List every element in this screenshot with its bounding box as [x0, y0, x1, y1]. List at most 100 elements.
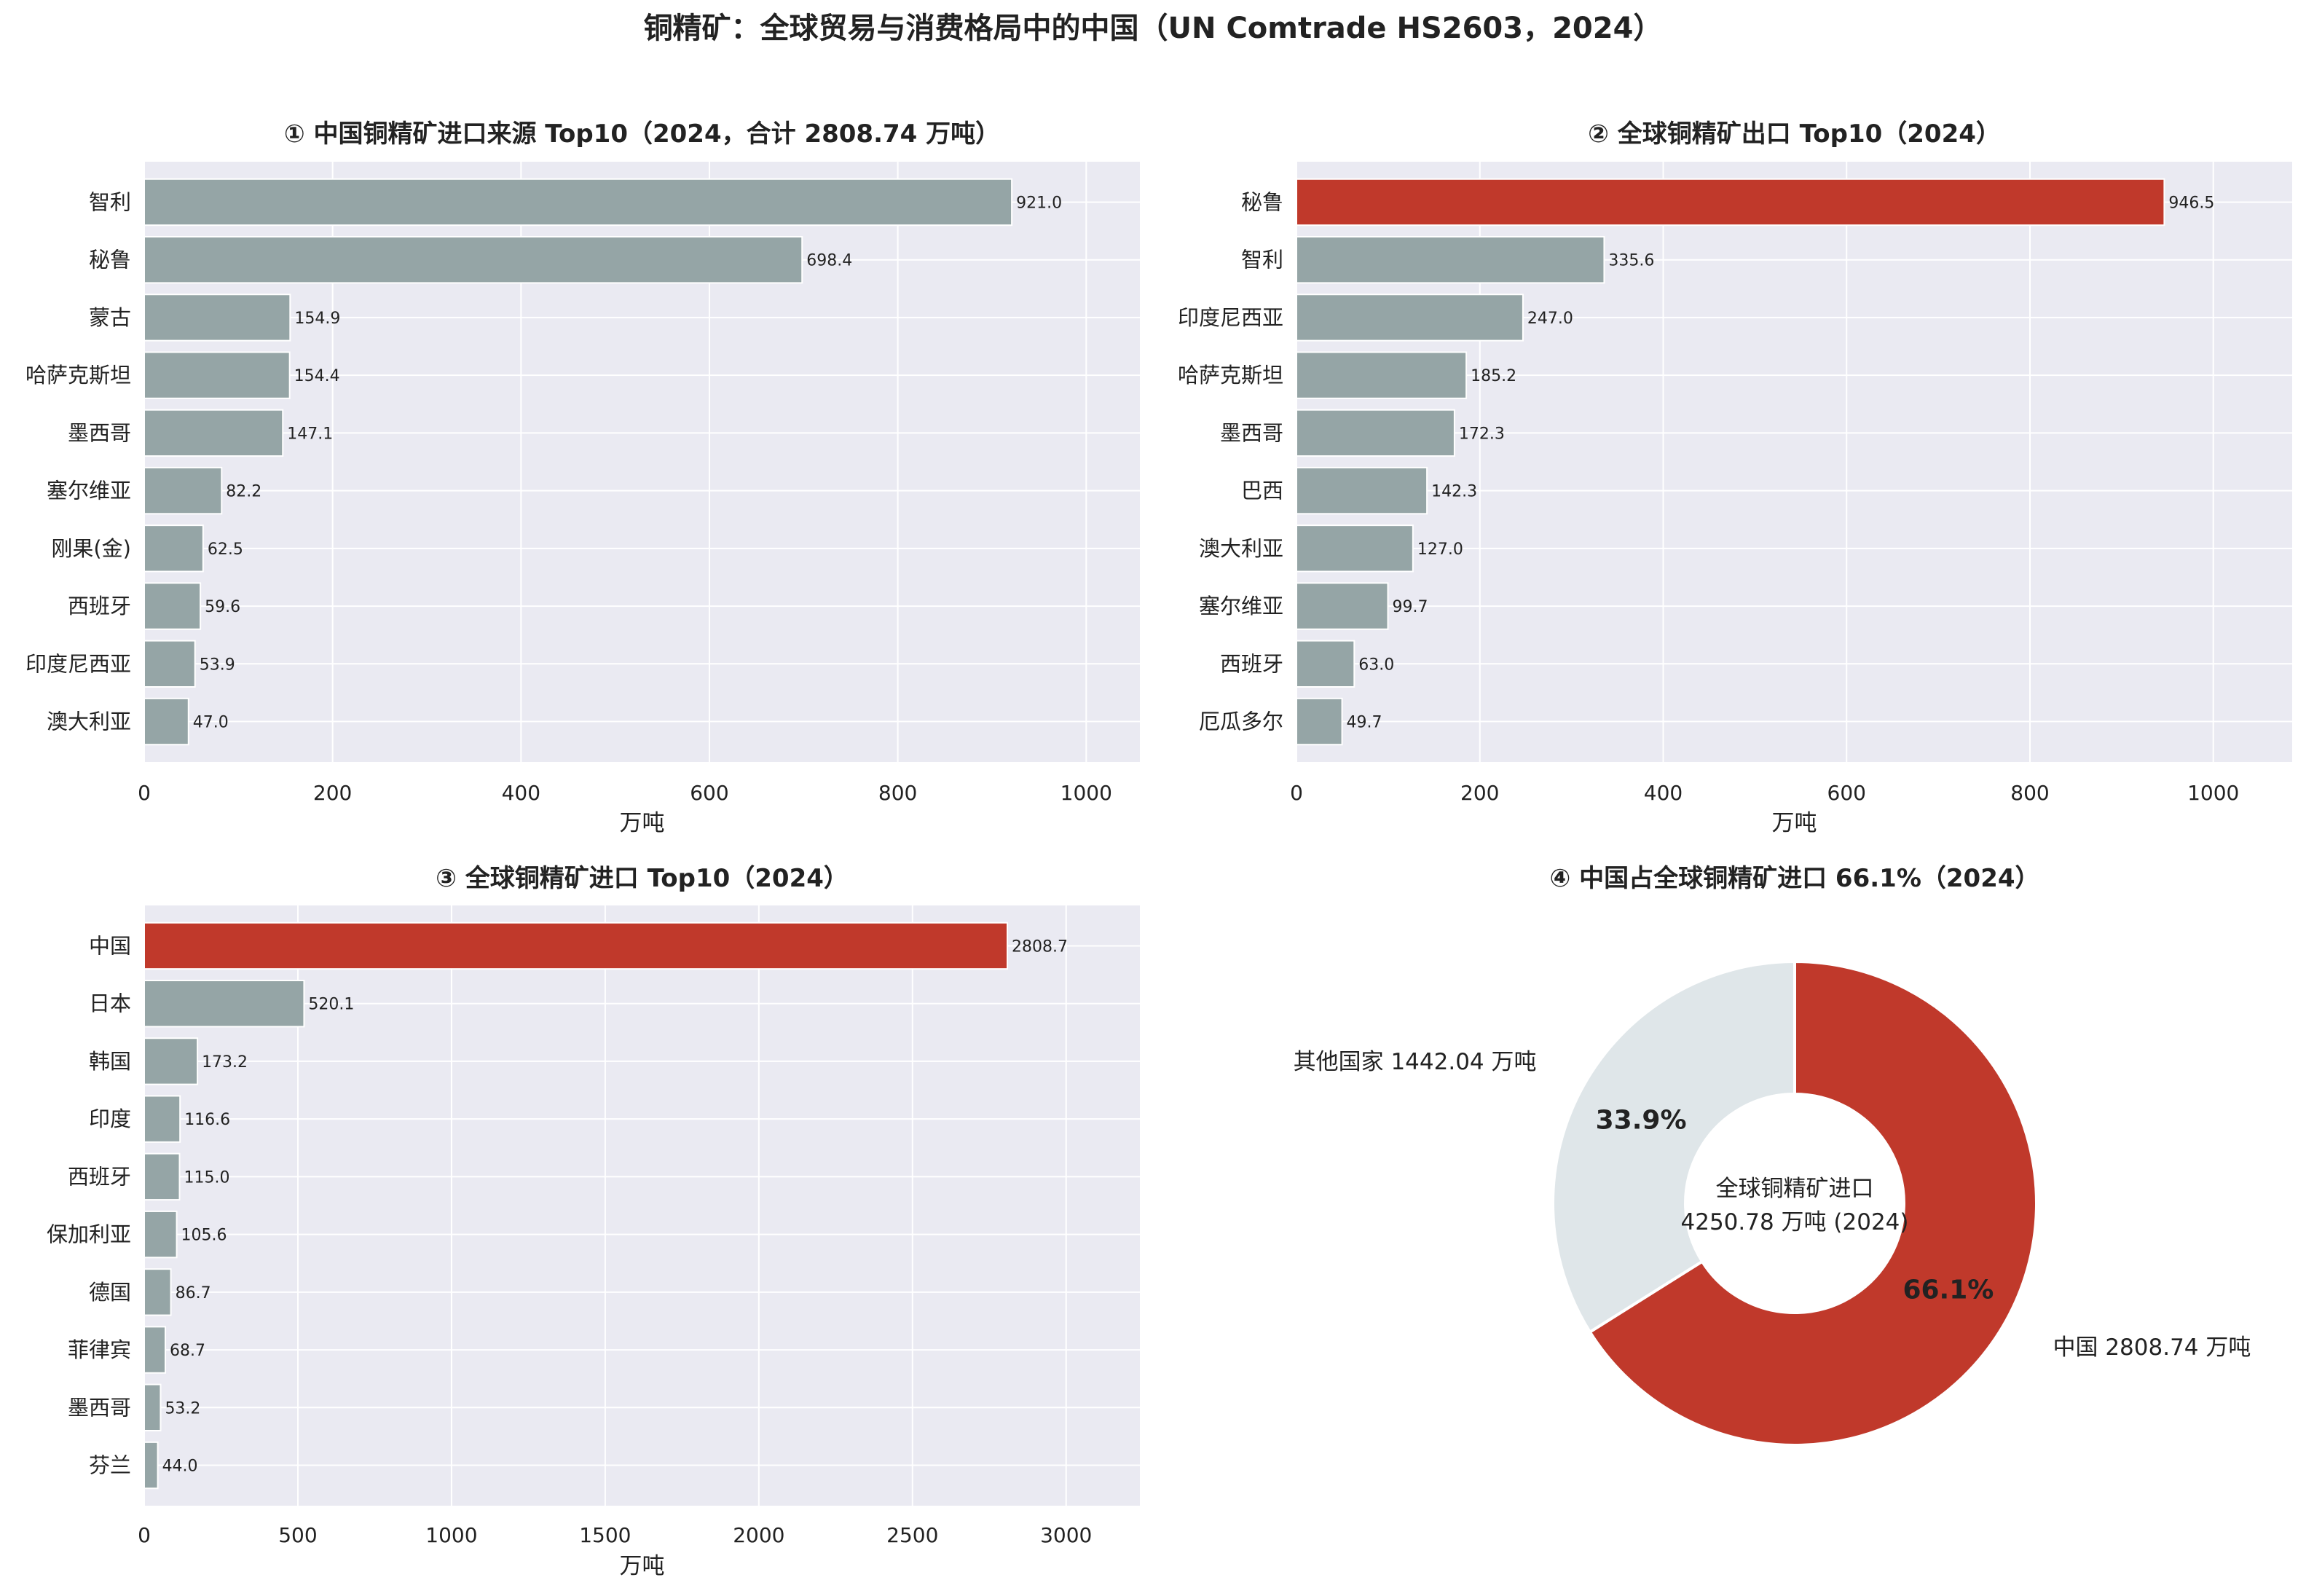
data-label: 698.4 [806, 252, 852, 270]
bar [143, 294, 291, 342]
donut-slice [1588, 959, 2038, 1447]
bar [143, 1383, 162, 1431]
data-label: 44.0 [162, 1458, 198, 1476]
bar [1296, 697, 1343, 746]
x-axis-label: 万吨 [620, 1553, 665, 1579]
data-label: 247.0 [1527, 310, 1573, 328]
category-label: 墨西哥 [68, 420, 131, 445]
category-label: 秘鲁 [89, 248, 131, 272]
data-label: 154.4 [294, 367, 340, 385]
category-label: 韩国 [89, 1049, 131, 1074]
bar [143, 466, 223, 515]
slice-label: 中国 2808.74 万吨 [2053, 1334, 2251, 1361]
data-label: 68.7 [170, 1342, 205, 1360]
category-label: 哈萨克斯坦 [25, 363, 131, 388]
bar [143, 980, 305, 1028]
slice-label: 其他国家 1442.04 万吨 [1294, 1049, 1537, 1075]
bar [143, 1152, 181, 1201]
category-label: 巴西 [1241, 479, 1283, 503]
data-label: 53.9 [200, 656, 235, 674]
x-tick-label: 1000 [425, 1523, 477, 1547]
data-label: 49.7 [1347, 714, 1382, 732]
bar [143, 640, 196, 688]
data-label: 185.2 [1471, 367, 1516, 385]
bar [1296, 178, 2165, 227]
slice-percent-label: 33.9% [1596, 1105, 1687, 1135]
bar [1296, 524, 1414, 573]
x-tick-label: 800 [2010, 781, 2049, 805]
category-label: 西班牙 [68, 594, 131, 618]
panel-china-import-sources: ① 中国铜精矿进口来源 Top10（2024，合计 2808.74 万吨） 0 20… [25, 119, 1140, 836]
bar [143, 236, 803, 284]
data-label: 116.6 [184, 1111, 230, 1129]
donut-center-total: 4250.78 万吨 (2024) [1681, 1209, 1909, 1235]
category-label: 印度尼西亚 [1178, 305, 1283, 330]
bar [143, 351, 291, 399]
x-tick-label: 800 [878, 781, 917, 805]
panel-global-export-top10: ② 全球铜精矿出口 Top10（2024） 0 200 400 600 800 1000 秘鲁… [1178, 119, 2292, 836]
category-label: 厄瓜多尔 [1199, 709, 1283, 734]
bar [143, 178, 1013, 227]
panel-global-import-top10: ③ 全球铜精矿进口 Top10（2024） 0 500 1000 1500 2000 250… [47, 864, 1140, 1579]
data-label: 142.3 [1431, 483, 1477, 501]
bar [1296, 640, 1355, 688]
category-label: 中国 [89, 933, 131, 958]
bar [143, 1210, 178, 1259]
data-label: 335.6 [1608, 252, 1654, 270]
slice-percent-label: 66.1% [1902, 1275, 1994, 1305]
figure-title: 铜精矿：全球贸易与消费格局中的中国（UN Comtrade HS2603，202… [644, 12, 1663, 45]
bar [143, 1441, 159, 1490]
data-label: 127.0 [1417, 540, 1463, 559]
data-label: 53.2 [165, 1399, 200, 1418]
donut-slice [1551, 959, 1796, 1334]
data-label: 86.7 [176, 1284, 211, 1302]
data-label: 147.1 [287, 425, 333, 443]
category-label: 墨西哥 [1220, 420, 1283, 445]
x-tick-label: 400 [1644, 781, 1683, 805]
bar [143, 697, 189, 746]
bar [143, 921, 1009, 970]
category-label: 芬兰 [89, 1453, 131, 1478]
panel-china-share-donut: ④ 中国占全球铜精矿进口 66.1%（2024） 66.1% 中国 2808.74 … [1294, 864, 2251, 1447]
bar [143, 524, 204, 573]
x-tick-label: 400 [502, 781, 540, 805]
x-tick-label: 1500 [579, 1523, 631, 1547]
bar [143, 1037, 199, 1085]
x-axis-label: 万吨 [1772, 810, 1817, 836]
x-tick-label: 600 [690, 781, 728, 805]
x-tick-label: 200 [1460, 781, 1499, 805]
x-tick-label: 1000 [2187, 781, 2239, 805]
category-label: 刚果(金) [51, 536, 131, 561]
x-tick-label: 0 [1290, 781, 1303, 805]
panel-title: ② 全球铜精矿出口 Top10（2024） [1588, 119, 2001, 149]
x-tick-label: 3000 [1040, 1523, 1092, 1547]
category-label: 澳大利亚 [47, 709, 131, 734]
data-label: 105.6 [181, 1227, 227, 1245]
data-label: 62.5 [208, 540, 243, 559]
data-label: 99.7 [1392, 598, 1428, 616]
category-label: 德国 [89, 1280, 131, 1305]
data-label: 946.5 [2168, 194, 2214, 212]
category-label: 秘鲁 [1241, 189, 1283, 214]
bar [143, 409, 284, 457]
category-label: 保加利亚 [47, 1222, 131, 1247]
x-axis-label: 万吨 [620, 810, 665, 836]
bar [1296, 351, 1468, 399]
bar [143, 582, 202, 630]
panel-title: ① 中国铜精矿进口来源 Top10（2024，合计 2808.74 万吨） [284, 119, 1000, 149]
bar [1296, 409, 1455, 457]
category-label: 菲律宾 [68, 1337, 131, 1362]
category-label: 智利 [1241, 248, 1283, 272]
category-label: 塞尔维亚 [47, 479, 131, 503]
category-label: 印度 [89, 1106, 131, 1131]
x-tick-label: 2000 [733, 1523, 784, 1547]
data-label: 520.1 [308, 996, 354, 1014]
bar [1296, 582, 1389, 630]
x-tick-label: 200 [313, 781, 352, 805]
x-tick-label: 0 [138, 1523, 151, 1547]
bar [1296, 294, 1524, 342]
data-label: 115.0 [184, 1168, 230, 1187]
x-tick-label: 0 [138, 781, 151, 805]
panel-title: ③ 全球铜精矿进口 Top10（2024） [436, 864, 849, 893]
